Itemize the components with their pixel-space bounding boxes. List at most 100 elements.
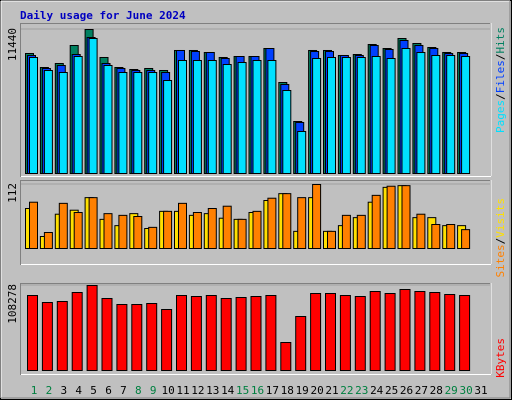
legend-separator: /: [494, 93, 507, 100]
bar: [27, 295, 38, 372]
bar: [58, 202, 68, 250]
bar: [371, 194, 381, 250]
bar: [446, 55, 456, 175]
bar: [280, 341, 292, 371]
x-tick-label: 21: [325, 384, 338, 397]
x-tick-label: 26: [400, 384, 413, 397]
bar: [265, 295, 277, 372]
x-tick-label: 29: [445, 384, 458, 397]
bar: [43, 69, 53, 174]
bar: [29, 57, 38, 174]
bar: [416, 213, 426, 249]
bar: [310, 292, 322, 372]
bar: [207, 60, 217, 174]
legend-entry: Hits: [494, 27, 507, 54]
bar: [461, 56, 471, 174]
bar: [161, 308, 173, 371]
x-tick-label: 22: [340, 384, 353, 397]
bar: [282, 193, 292, 249]
bar: [178, 202, 187, 250]
x-tick-label: 4: [75, 384, 82, 397]
bar: [252, 60, 262, 174]
bar: [386, 58, 396, 175]
bar: [267, 60, 277, 174]
bar: [118, 71, 128, 174]
bar: [312, 184, 322, 249]
bar: [312, 58, 322, 175]
bar: [386, 185, 396, 249]
bar: [88, 197, 98, 249]
x-tick-label: 31: [474, 384, 487, 397]
y-tick-label: 112: [6, 183, 19, 203]
legend: Sites/Visits: [494, 198, 507, 278]
x-tick-label: 6: [105, 384, 112, 397]
bar: [431, 224, 441, 249]
bar: [116, 303, 128, 372]
bar: [73, 56, 83, 174]
bar: [133, 216, 143, 249]
bar: [356, 214, 366, 250]
bar: [384, 292, 396, 372]
bar: [222, 64, 232, 174]
bar: [429, 291, 441, 371]
x-tick-label: 7: [120, 384, 127, 397]
bar: [88, 38, 98, 174]
bar: [297, 197, 307, 249]
x-tick-label: 11: [176, 384, 189, 397]
bar: [327, 230, 336, 250]
legend-separator: /: [494, 238, 507, 245]
bar: [58, 71, 68, 174]
bar: [341, 57, 351, 174]
bar: [56, 300, 68, 371]
bar: [148, 226, 158, 250]
x-tick-label: 27: [415, 384, 428, 397]
bar: [192, 212, 202, 249]
bar: [401, 185, 411, 249]
x-tick-label: 9: [150, 384, 157, 397]
bar: [369, 290, 381, 371]
bar: [459, 295, 471, 372]
x-tick-label: 19: [296, 384, 309, 397]
x-tick-label: 10: [161, 384, 174, 397]
legend-entry: Visits: [494, 198, 507, 238]
y-tick-label: 11440: [6, 28, 19, 61]
bar: [339, 295, 351, 372]
x-tick-label: 20: [310, 384, 323, 397]
x-tick-label: 3: [60, 384, 67, 397]
bar: [250, 296, 262, 371]
bar: [131, 303, 143, 372]
bar: [267, 197, 277, 249]
bar: [220, 298, 232, 371]
bar: [371, 56, 381, 174]
bar: [297, 130, 307, 174]
bar: [146, 302, 158, 371]
bar: [148, 71, 158, 174]
chart-title: Daily usage for June 2024: [20, 9, 186, 22]
bar: [163, 80, 173, 174]
legend: Pages/Files/Hits: [494, 27, 507, 133]
bar: [103, 213, 113, 249]
bar: [29, 201, 38, 249]
bar: [190, 296, 202, 371]
x-tick-label: 1: [31, 384, 38, 397]
bar: [416, 52, 426, 174]
bar: [237, 62, 247, 174]
bar: [237, 218, 247, 250]
x-tick-label: 12: [191, 384, 204, 397]
x-tick-label: 5: [90, 384, 97, 397]
bar: [235, 297, 247, 372]
bar: [222, 205, 232, 249]
bar: [41, 301, 53, 372]
x-tick-label: 13: [206, 384, 219, 397]
bar: [327, 57, 336, 174]
x-tick-label: 28: [430, 384, 443, 397]
x-tick-label: 18: [281, 384, 294, 397]
bar: [325, 292, 336, 372]
bar: [43, 232, 53, 249]
bar: [295, 315, 307, 371]
x-tick-label: 30: [459, 384, 472, 397]
bar: [207, 208, 217, 249]
legend-entry: Files: [494, 60, 507, 93]
bar: [163, 210, 173, 250]
